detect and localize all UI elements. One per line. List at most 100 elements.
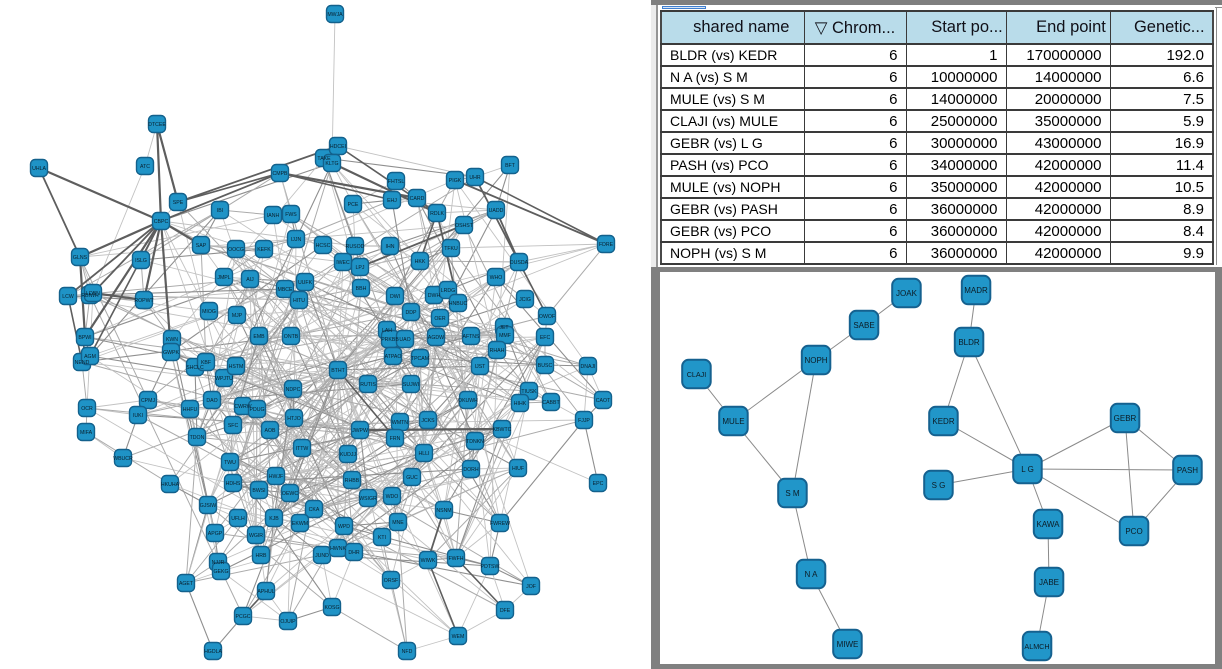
svg-text:PDTSW: PDTSW bbox=[481, 564, 500, 570]
svg-text:WPD: WPD bbox=[338, 524, 350, 530]
svg-text:PCE: PCE bbox=[348, 202, 359, 208]
svg-text:MBCE: MBCE bbox=[278, 287, 294, 293]
svg-text:HKK: HKK bbox=[415, 259, 426, 265]
svg-text:DFE: DFE bbox=[500, 608, 511, 614]
svg-text:NOPH: NOPH bbox=[804, 356, 827, 365]
svg-text:CABBT: CABBT bbox=[542, 400, 560, 406]
svg-text:HSTM: HSTM bbox=[229, 364, 244, 370]
svg-text:CWRW: CWRW bbox=[234, 404, 251, 410]
svg-text:LRDG: LRDG bbox=[441, 288, 455, 294]
svg-text:CAOT: CAOT bbox=[596, 398, 611, 404]
svg-text:PCO: PCO bbox=[1125, 527, 1142, 536]
svg-text:IHN: IHN bbox=[386, 244, 395, 250]
svg-text:MADR: MADR bbox=[964, 286, 988, 295]
svg-text:DNAJI: DNAJI bbox=[581, 364, 596, 370]
svg-text:MWJA: MWJA bbox=[327, 12, 343, 18]
svg-text:HDHS: HDHS bbox=[226, 481, 241, 487]
svg-text:GWPK: GWPK bbox=[163, 350, 179, 356]
svg-text:ISLG: ISLG bbox=[135, 258, 147, 264]
svg-text:DHR: DHR bbox=[348, 550, 359, 556]
svg-text:WDO: WDO bbox=[386, 494, 399, 500]
svg-text:NJJR: NJJR bbox=[212, 560, 225, 566]
svg-text:HNBUC: HNBUC bbox=[449, 301, 468, 307]
svg-text:AGET: AGET bbox=[179, 581, 194, 587]
svg-text:UADD: UADD bbox=[489, 208, 504, 214]
svg-text:JCIG: JCIG bbox=[519, 297, 531, 303]
svg-text:WMTN: WMTN bbox=[392, 420, 408, 426]
svg-text:IWEC: IWEC bbox=[336, 260, 350, 266]
svg-text:JWPW: JWPW bbox=[352, 428, 368, 434]
svg-text:PASH: PASH bbox=[1177, 466, 1198, 475]
svg-text:AOB: AOB bbox=[265, 428, 276, 434]
svg-text:CLAJI: CLAJI bbox=[687, 370, 707, 379]
svg-text:HITU: HITU bbox=[293, 298, 305, 304]
svg-text:EPC: EPC bbox=[593, 481, 604, 487]
svg-text:WPJTU: WPJTU bbox=[215, 376, 233, 382]
svg-text:IANH: IANH bbox=[267, 213, 280, 219]
svg-text:ORSF: ORSF bbox=[384, 578, 398, 584]
svg-text:IBI: IBI bbox=[217, 208, 223, 214]
svg-text:GEKG: GEKG bbox=[214, 569, 229, 575]
svg-text:DORH: DORH bbox=[463, 467, 479, 473]
svg-text:DAO: DAO bbox=[206, 398, 217, 404]
svg-text:APGP: APGP bbox=[208, 531, 223, 537]
svg-text:JUND: JUND bbox=[315, 553, 329, 559]
svg-text:TIUSK: TIUSK bbox=[521, 389, 537, 395]
svg-text:PIGK: PIGK bbox=[449, 178, 462, 184]
svg-text:HCSC: HCSC bbox=[316, 243, 331, 249]
svg-text:GEBR: GEBR bbox=[1114, 414, 1137, 423]
svg-text:FWREW: FWREW bbox=[490, 521, 510, 527]
svg-text:NEND: NEND bbox=[75, 360, 90, 366]
svg-text:HIHK: HIHK bbox=[514, 401, 527, 407]
svg-text:PRKBB: PRKBB bbox=[381, 337, 399, 343]
svg-text:MULE: MULE bbox=[722, 417, 744, 426]
svg-text:S G: S G bbox=[932, 481, 946, 490]
svg-text:ATC: ATC bbox=[140, 164, 150, 170]
svg-text:SHCLC: SHCLC bbox=[186, 365, 204, 371]
svg-text:CKA: CKA bbox=[309, 507, 320, 513]
svg-text:WEM: WEM bbox=[452, 634, 465, 640]
svg-text:HRB: HRB bbox=[256, 553, 267, 559]
svg-text:CBPC: CBPC bbox=[154, 219, 169, 225]
svg-text:CMPB: CMPB bbox=[273, 171, 289, 177]
svg-text:KLTG: KLTG bbox=[325, 161, 338, 167]
svg-text:GLNS: GLNS bbox=[73, 255, 88, 261]
svg-text:CARD: CARD bbox=[410, 196, 425, 202]
svg-text:HHFU: HHFU bbox=[183, 407, 198, 413]
svg-text:SUJWI: SUJWI bbox=[403, 382, 419, 388]
svg-text:S M: S M bbox=[785, 489, 800, 498]
svg-text:KEDR: KEDR bbox=[932, 417, 954, 426]
svg-text:TDNKN: TDNKN bbox=[466, 439, 484, 445]
svg-text:KEFK: KEFK bbox=[257, 247, 271, 253]
svg-text:MIOG: MIOG bbox=[202, 309, 216, 315]
svg-text:EMB: EMB bbox=[253, 334, 265, 340]
svg-text:KOSG: KOSG bbox=[325, 605, 340, 611]
svg-text:FHTSL: FHTSL bbox=[388, 179, 405, 185]
svg-text:IUKI: IUKI bbox=[133, 413, 143, 419]
svg-text:KBWTC: KBWTC bbox=[493, 427, 512, 433]
svg-text:WBUCR: WBUCR bbox=[113, 456, 133, 462]
svg-text:NDPC: NDPC bbox=[286, 387, 301, 393]
svg-text:IJJN: IJJN bbox=[291, 237, 302, 243]
svg-text:HIUF: HIUF bbox=[512, 466, 524, 472]
svg-text:EFC: EFC bbox=[540, 335, 551, 341]
svg-text:KWN: KWN bbox=[166, 337, 178, 343]
svg-text:EKWM: EKWM bbox=[292, 521, 308, 527]
svg-text:UHR: UHR bbox=[469, 175, 480, 181]
svg-text:CPMJ: CPMJ bbox=[141, 398, 156, 404]
svg-text:OEWC: OEWC bbox=[282, 491, 298, 497]
svg-text:FWS: FWS bbox=[285, 212, 297, 218]
svg-text:JABE: JABE bbox=[1039, 578, 1059, 587]
svg-text:OJUIP: OJUIP bbox=[280, 619, 296, 625]
svg-text:AIJ: AIJ bbox=[246, 277, 254, 283]
svg-text:JOF: JOF bbox=[526, 584, 536, 590]
svg-text:BPWI: BPWI bbox=[78, 335, 91, 341]
svg-text:ALMCH: ALMCH bbox=[1024, 642, 1049, 651]
svg-text:ATPAO: ATPAO bbox=[385, 354, 402, 360]
svg-text:RHBB: RHBB bbox=[345, 478, 360, 484]
svg-text:SABE: SABE bbox=[853, 321, 874, 330]
svg-text:ROPWT: ROPWT bbox=[134, 298, 154, 304]
svg-text:TWU: TWU bbox=[224, 460, 236, 466]
svg-text:MIFA: MIFA bbox=[80, 430, 93, 436]
svg-text:WSIGR: WSIGR bbox=[359, 496, 377, 502]
